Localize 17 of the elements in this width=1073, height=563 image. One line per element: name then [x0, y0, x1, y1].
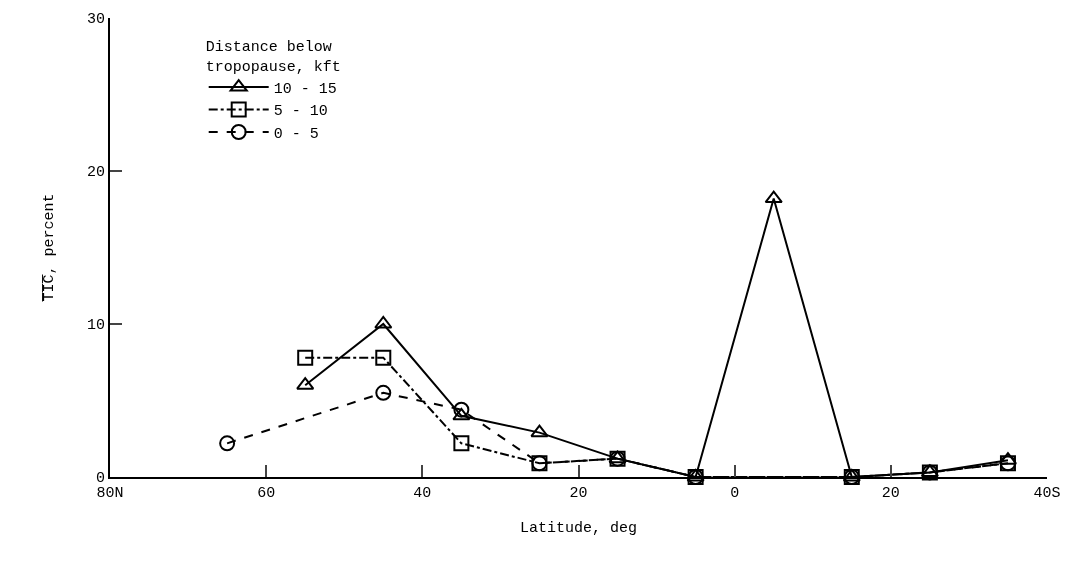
x-tick-label: 40S: [1033, 485, 1061, 502]
legend-label: 0 - 5: [273, 125, 319, 143]
y-tick-label: 0: [95, 470, 105, 488]
legend-label: 5 - 10: [273, 103, 328, 121]
x-tick-label: 60: [257, 485, 276, 502]
y-tick-label: 10: [86, 317, 105, 335]
y-tick-label: 30: [86, 11, 105, 29]
x-axis-title: Latitude, deg: [519, 519, 638, 537]
y-axis-title: T̅I̅C̅, percent: [40, 193, 58, 303]
legend-title: Distance below tropopause, kft: [205, 39, 341, 76]
x-tick-label: 40: [413, 485, 432, 502]
x-tick-label: 80N: [96, 485, 124, 502]
x-tick-label: 0: [730, 485, 740, 502]
legend-label: 10 - 15: [273, 80, 337, 98]
x-tick-label: 20: [881, 485, 900, 502]
x-tick-label: 20: [569, 485, 588, 502]
y-tick-label: 20: [86, 164, 105, 182]
